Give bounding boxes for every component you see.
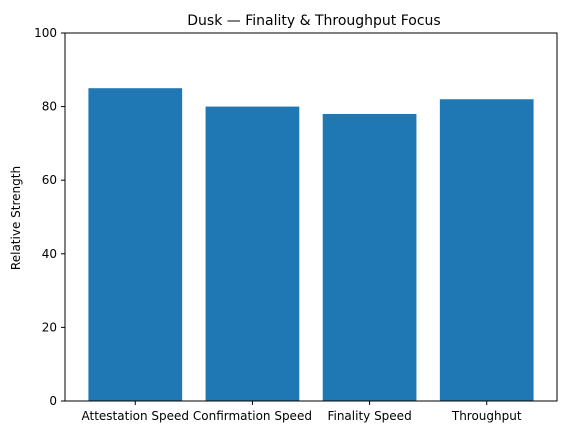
bar-confirmation-speed xyxy=(205,106,300,401)
bar-finality-speed xyxy=(322,113,417,402)
plot-frame xyxy=(64,32,558,402)
bars-group xyxy=(88,88,534,402)
y-tick-label: 60 xyxy=(42,173,57,187)
y-tick-label: 0 xyxy=(49,394,57,408)
y-axis-label: Relative Strength xyxy=(9,166,23,270)
chart-title: Dusk — Finality & Throughput Focus xyxy=(187,13,440,29)
y-ticks-group: 0 20 40 60 80 100 xyxy=(34,26,65,408)
x-tick-label: Attestation Speed xyxy=(82,409,190,423)
x-ticks-group: Attestation Speed Confirmation Speed Final… xyxy=(82,401,522,423)
y-tick-label: 40 xyxy=(42,247,57,261)
y-tick-label: 100 xyxy=(34,26,57,40)
bar-throughput xyxy=(439,99,534,402)
x-tick-label: Confirmation Speed xyxy=(193,409,312,423)
y-tick-label: 20 xyxy=(42,320,57,334)
x-tick-label: Finality Speed xyxy=(327,409,411,423)
y-tick-label: 80 xyxy=(42,100,57,114)
bar-attestation-speed xyxy=(88,88,183,401)
x-tick-label: Throughput xyxy=(451,409,522,423)
